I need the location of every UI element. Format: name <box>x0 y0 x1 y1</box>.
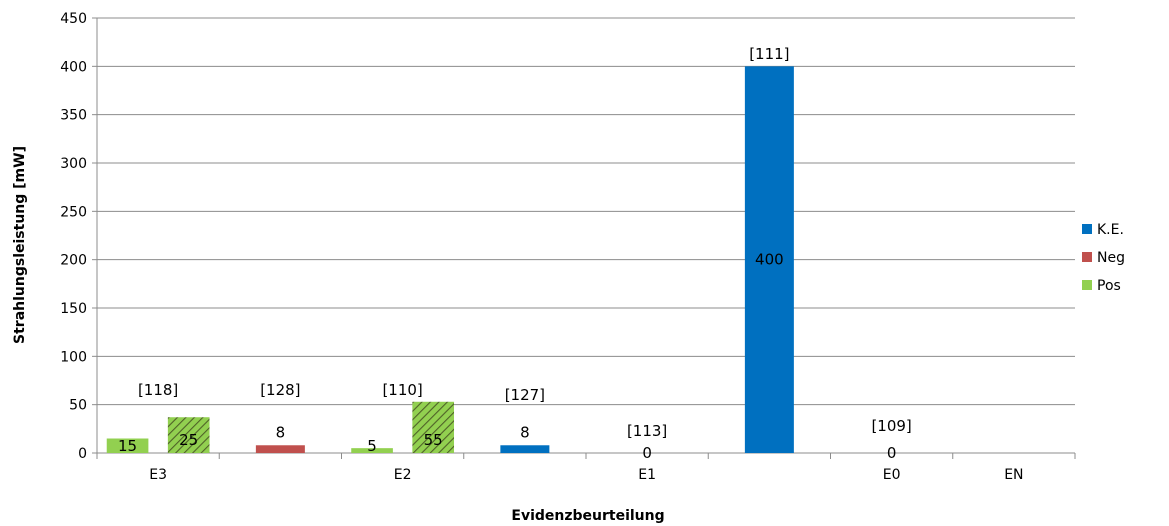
data-label: 8 <box>520 423 530 441</box>
annotation-label: [113] <box>627 422 667 440</box>
data-label: 15 <box>118 437 137 455</box>
bar <box>500 445 550 453</box>
annotation-label: [128] <box>260 381 300 399</box>
bars <box>106 66 794 453</box>
y-tick-label: 300 <box>60 156 87 172</box>
data-label: 0 <box>642 444 652 462</box>
legend-label: K.E. <box>1097 222 1124 238</box>
y-axis-ticks: 0 50 100 150 200 250 300 350 400 450 <box>60 11 97 462</box>
x-tick-label: E3 <box>149 467 167 483</box>
x-tick-label: E0 <box>883 467 901 483</box>
data-label: 0 <box>887 444 897 462</box>
y-tick-label: 200 <box>60 253 87 269</box>
bar <box>255 445 305 453</box>
bar <box>412 401 455 453</box>
data-label: 8 <box>276 423 286 441</box>
data-label: 5 <box>367 437 377 455</box>
y-tick-label: 400 <box>60 59 87 75</box>
data-label: 400 <box>755 251 784 269</box>
y-axis-title: Strahlungsleistung [mW] <box>12 146 28 344</box>
annotation-label: [111] <box>749 45 789 63</box>
y-tick-label: 50 <box>69 398 87 414</box>
legend-label: Neg <box>1097 250 1125 266</box>
annotation-label: [127] <box>505 386 545 404</box>
bar <box>106 438 149 453</box>
gridlines <box>97 17 1075 406</box>
x-axis-title: Evidenzbeurteilung <box>511 508 664 524</box>
data-label: 25 <box>179 431 198 449</box>
data-label: 55 <box>424 431 443 449</box>
y-tick-label: 250 <box>60 204 87 220</box>
x-tick-label: E1 <box>638 467 656 483</box>
bar <box>167 417 210 453</box>
legend-swatch <box>1082 280 1092 290</box>
bar <box>744 66 794 453</box>
x-tick-label: E2 <box>394 467 412 483</box>
y-tick-label: 350 <box>60 108 87 124</box>
y-tick-label: 100 <box>60 349 87 365</box>
annotation-label: [109] <box>871 417 911 435</box>
y-tick-label: 0 <box>78 446 87 462</box>
legend: K.E. Neg Pos <box>1082 222 1125 294</box>
annotations: [118] [128] [110] [127] [113] [111] [109] <box>138 45 912 440</box>
y-tick-label: 450 <box>60 11 87 27</box>
legend-swatch <box>1082 252 1092 262</box>
annotation-label: [118] <box>138 381 178 399</box>
bar <box>351 448 393 453</box>
axes <box>96 18 1075 454</box>
legend-label: Pos <box>1097 278 1121 294</box>
y-tick-label: 150 <box>60 301 87 317</box>
x-tick-label: EN <box>1004 467 1023 483</box>
legend-swatch <box>1082 224 1092 234</box>
x-axis-ticks: E3 E2 E1 E0 EN <box>96 453 1076 483</box>
annotation-label: [110] <box>382 381 422 399</box>
